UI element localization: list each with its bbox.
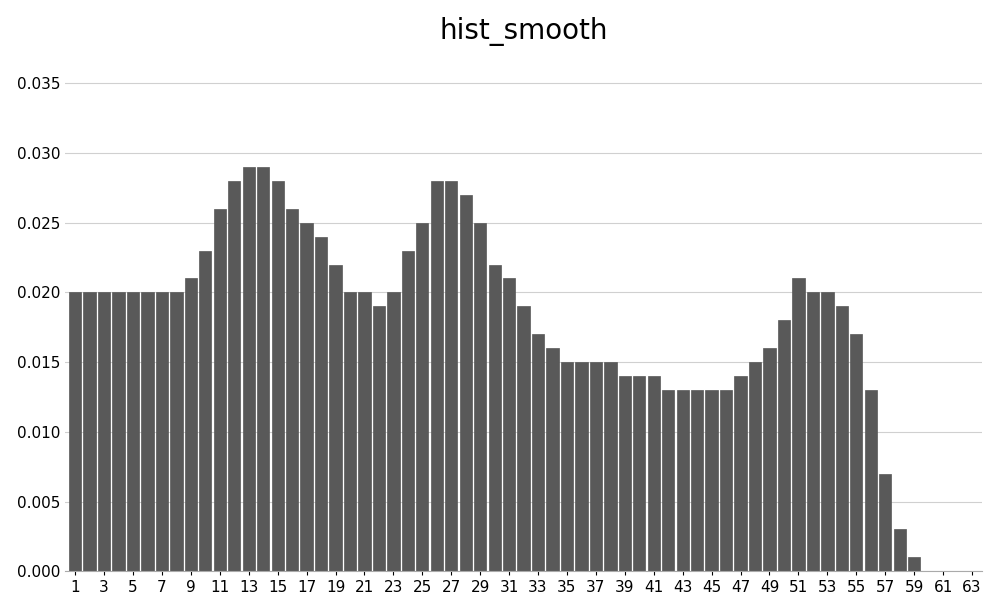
Bar — [807, 293, 819, 572]
Bar — [604, 362, 617, 572]
Bar — [503, 278, 515, 572]
Bar — [373, 307, 385, 572]
Bar — [69, 293, 81, 572]
Bar — [705, 390, 718, 572]
Bar — [286, 209, 298, 572]
Bar — [257, 167, 269, 572]
Bar — [894, 529, 906, 572]
Bar — [445, 181, 457, 572]
Bar — [749, 362, 761, 572]
Bar — [619, 376, 631, 572]
Bar — [590, 362, 602, 572]
Bar — [98, 293, 110, 572]
Bar — [792, 278, 805, 572]
Bar — [214, 209, 226, 572]
Bar — [691, 390, 703, 572]
Bar — [170, 293, 183, 572]
Bar — [416, 223, 428, 572]
Bar — [532, 334, 544, 572]
Bar — [329, 264, 342, 572]
Bar — [575, 362, 588, 572]
Bar — [141, 293, 154, 572]
Title: hist_smooth: hist_smooth — [439, 17, 608, 46]
Bar — [474, 223, 486, 572]
Bar — [185, 278, 197, 572]
Bar — [300, 223, 313, 572]
Bar — [763, 348, 776, 572]
Bar — [460, 195, 472, 572]
Bar — [879, 474, 891, 572]
Bar — [272, 181, 284, 572]
Bar — [836, 307, 848, 572]
Bar — [228, 181, 240, 572]
Bar — [720, 390, 732, 572]
Bar — [489, 264, 501, 572]
Bar — [402, 250, 414, 572]
Bar — [387, 293, 400, 572]
Bar — [199, 250, 211, 572]
Bar — [648, 376, 660, 572]
Bar — [734, 376, 747, 572]
Bar — [677, 390, 689, 572]
Bar — [112, 293, 125, 572]
Bar — [156, 293, 168, 572]
Bar — [561, 362, 573, 572]
Bar — [662, 390, 674, 572]
Bar — [127, 293, 139, 572]
Bar — [908, 558, 920, 572]
Bar — [633, 376, 645, 572]
Bar — [778, 320, 790, 572]
Bar — [344, 293, 356, 572]
Bar — [83, 293, 96, 572]
Bar — [865, 390, 877, 572]
Bar — [850, 334, 862, 572]
Bar — [517, 307, 530, 572]
Bar — [315, 237, 327, 572]
Bar — [358, 293, 371, 572]
Bar — [431, 181, 443, 572]
Bar — [821, 293, 834, 572]
Bar — [243, 167, 255, 572]
Bar — [546, 348, 559, 572]
